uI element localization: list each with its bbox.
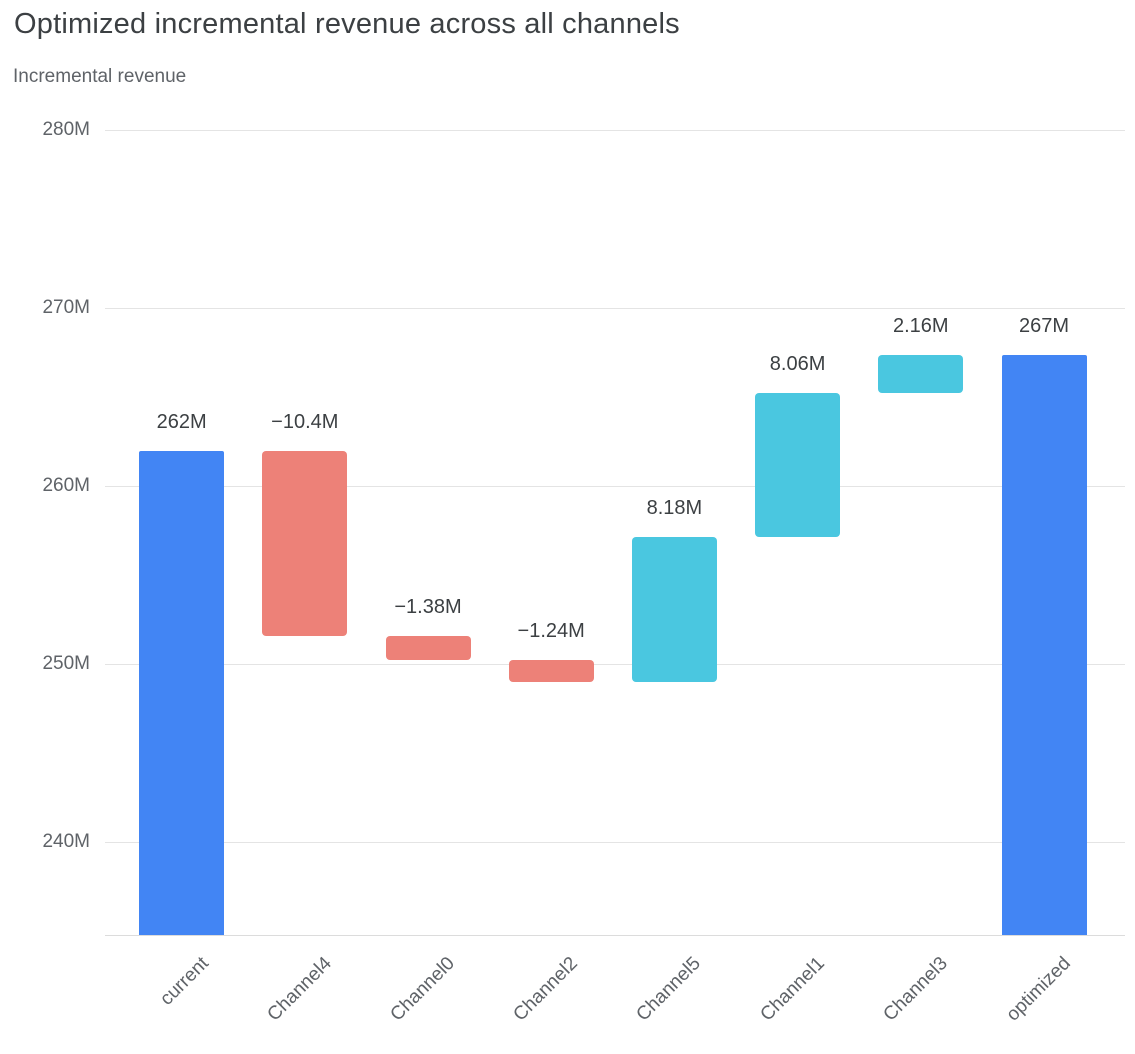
x-axis-tick-label-Channel5: Channel5 — [632, 953, 706, 1026]
waterfall-bar-Channel3[interactable] — [878, 354, 964, 394]
bar-value-label-Channel5: 8.18M — [646, 496, 703, 519]
bar-value-label-optimized: 267M — [1018, 314, 1070, 337]
waterfall-bar-current[interactable] — [139, 450, 225, 935]
waterfall-bar-Channel2[interactable] — [508, 660, 594, 683]
gridline — [105, 664, 1125, 666]
x-axis-tick-label-current: current — [155, 953, 213, 1010]
bar-value-label-Channel4: −10.4M — [271, 410, 339, 433]
bar-value-label-current: 262M — [156, 410, 207, 433]
y-axis-tick-label: 250M — [42, 653, 90, 675]
waterfall-bar-Channel0[interactable] — [385, 635, 471, 661]
y-axis-tick-label: 240M — [42, 831, 90, 853]
gridline — [105, 842, 1125, 844]
gridline — [105, 486, 1125, 488]
x-axis-tick-label-Channel3: Channel3 — [879, 953, 952, 1026]
gridline — [105, 130, 1125, 131]
y-axis-tick-label: 270M — [42, 297, 90, 319]
x-axis-tick-label-Channel2: Channel2 — [509, 953, 583, 1026]
x-axis-tick-label-Channel1: Channel1 — [756, 953, 829, 1026]
x-axis-line — [105, 935, 1125, 936]
x-axis-tick-label-Channel4: Channel4 — [263, 953, 336, 1026]
gridline — [105, 308, 1125, 310]
bar-value-label-Channel2: −1.24M — [517, 620, 585, 643]
bar-value-label-Channel1: 8.06M — [769, 353, 826, 376]
x-axis-tick-label-optimized: optimized — [1002, 953, 1075, 1026]
chart-subtitle: Incremental revenue — [13, 66, 187, 87]
y-axis-tick-label: 260M — [42, 475, 90, 497]
chart-title: Optimized incremental revenue across all… — [14, 8, 680, 40]
bar-value-label-Channel0: −1.38M — [394, 595, 462, 618]
waterfall-bar-Channel4[interactable] — [262, 450, 348, 636]
bar-value-label-Channel3: 2.16M — [893, 314, 949, 337]
waterfall-bar-Channel1[interactable] — [755, 393, 841, 537]
x-axis-tick-label-Channel0: Channel0 — [386, 953, 459, 1026]
y-axis-tick-label: 280M — [42, 119, 90, 140]
waterfall-bar-optimized[interactable] — [1001, 354, 1087, 935]
waterfall-bar-Channel5[interactable] — [631, 536, 717, 683]
